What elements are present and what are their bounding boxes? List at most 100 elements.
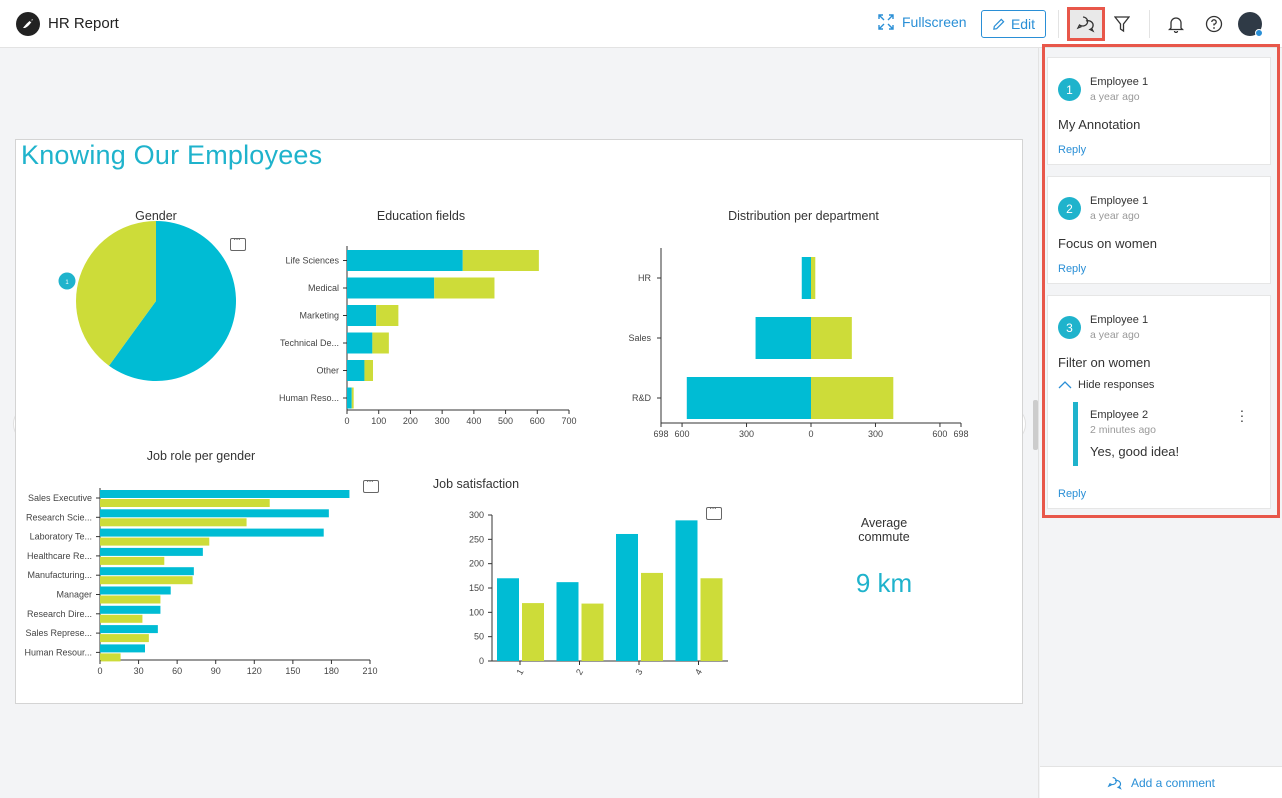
comment-icon[interactable] bbox=[230, 234, 246, 251]
category-label: Life Sciences bbox=[285, 256, 339, 266]
bar-segment bbox=[100, 490, 350, 498]
bar-segment bbox=[347, 360, 365, 381]
bar-segment bbox=[434, 277, 495, 299]
notifications-button[interactable] bbox=[1166, 14, 1186, 34]
bar bbox=[581, 603, 604, 661]
bar-segment bbox=[100, 547, 203, 556]
category-label: R&D bbox=[632, 393, 652, 403]
bar-segment bbox=[100, 586, 171, 595]
reply-link[interactable]: Reply bbox=[1058, 488, 1087, 500]
category-label: 4 bbox=[693, 667, 704, 676]
bar-segment bbox=[100, 528, 324, 537]
bar-segment bbox=[347, 305, 377, 326]
tick-label: 698 bbox=[953, 429, 968, 439]
annotation-badge[interactable] bbox=[58, 272, 76, 290]
comment-time: a year ago bbox=[1090, 329, 1140, 341]
category-label: HR bbox=[638, 273, 651, 283]
education-bar-chart: Life Sciences Medical Marketing Technical D… bbox=[279, 246, 577, 426]
department-bar-chart: HR Sales R&D 698 600 300 0 300 600 698 bbox=[628, 248, 969, 439]
category-label: Technical De... bbox=[280, 338, 339, 348]
tick-label: 600 bbox=[932, 429, 947, 439]
comment-text: Focus on women bbox=[1058, 236, 1157, 251]
fullscreen-button[interactable]: Fullscreen bbox=[878, 14, 967, 30]
tick-label: 300 bbox=[435, 416, 450, 426]
reply-link[interactable]: Reply bbox=[1058, 263, 1087, 275]
page-title: Knowing Our Employees bbox=[21, 140, 323, 170]
hide-responses-toggle[interactable]: Hide responses bbox=[1058, 379, 1154, 391]
comment-text: Filter on women bbox=[1058, 355, 1151, 370]
app-logo[interactable] bbox=[16, 12, 40, 36]
bar-segment bbox=[376, 305, 399, 326]
bar-segment bbox=[364, 360, 374, 381]
tick-label: 700 bbox=[561, 416, 576, 426]
chevron-up-icon bbox=[1058, 381, 1072, 389]
bar-segment bbox=[100, 625, 158, 634]
category-label: Sales bbox=[628, 333, 651, 343]
add-comment-button[interactable]: Add a comment bbox=[1040, 766, 1282, 798]
tick-label: 150 bbox=[285, 666, 300, 676]
bar-segment bbox=[100, 499, 270, 507]
bar-segment bbox=[100, 614, 143, 623]
more-options-icon[interactable]: · · · bbox=[1239, 402, 1245, 428]
help-button[interactable] bbox=[1204, 14, 1224, 34]
category-label: 3 bbox=[633, 667, 644, 676]
bar-segment bbox=[347, 250, 463, 271]
annotation-badge-number: 1 bbox=[65, 280, 69, 286]
panel-resize-handle[interactable] bbox=[1033, 400, 1038, 450]
tick-label: 0 bbox=[808, 429, 813, 439]
department-chart-title: Distribution per department bbox=[728, 209, 879, 223]
comments-toggle-button[interactable] bbox=[1067, 7, 1105, 41]
bar bbox=[616, 533, 638, 661]
tick-label: 180 bbox=[324, 666, 339, 676]
category-label: Laboratory Te... bbox=[30, 532, 92, 542]
bar-segment bbox=[351, 387, 354, 409]
comment-author: Employee 1 bbox=[1090, 76, 1149, 88]
jobrole-chart-title: Job role per gender bbox=[146, 449, 256, 463]
hide-responses-label: Hide responses bbox=[1078, 379, 1155, 391]
comment-author: Employee 1 bbox=[1090, 195, 1149, 207]
reply-link[interactable]: Reply bbox=[1058, 144, 1087, 156]
comment-icon[interactable] bbox=[363, 476, 379, 493]
satisfaction-chart-title: Job satisfaction bbox=[432, 477, 520, 491]
bar-segment bbox=[811, 317, 852, 359]
comment-author: Employee 1 bbox=[1090, 314, 1149, 326]
status-dot bbox=[1255, 29, 1263, 37]
bar bbox=[556, 582, 579, 661]
bar-segment bbox=[100, 537, 210, 546]
tick-label: 300 bbox=[469, 510, 484, 520]
tick-label: 698 bbox=[653, 429, 668, 439]
fullscreen-label: Fullscreen bbox=[902, 14, 967, 30]
comment-text: My Annotation bbox=[1058, 117, 1141, 132]
category-label: Manufacturing... bbox=[27, 570, 92, 580]
tick-label: 0 bbox=[344, 416, 349, 426]
tick-label: 250 bbox=[469, 534, 484, 544]
user-avatar[interactable] bbox=[1238, 12, 1263, 37]
comment-card[interactable]: 3 Employee 1 a year ago Filter on women … bbox=[1047, 295, 1271, 509]
tick-label: 300 bbox=[868, 429, 883, 439]
tick-label: 500 bbox=[498, 416, 513, 426]
comment-icon[interactable] bbox=[706, 503, 722, 520]
filter-button[interactable] bbox=[1112, 14, 1132, 34]
tick-label: 400 bbox=[466, 416, 481, 426]
bell-icon bbox=[1168, 17, 1184, 33]
response-time: 2 minutes ago bbox=[1090, 424, 1156, 436]
tick-label: 200 bbox=[403, 416, 418, 426]
bar-segment bbox=[462, 250, 539, 271]
edit-button[interactable]: Edit bbox=[981, 10, 1046, 38]
gender-pie-chart: 1 bbox=[58, 221, 236, 381]
comment-response: Employee 2 2 minutes ago Yes, good idea!… bbox=[1073, 402, 1263, 466]
tick-label: 0 bbox=[97, 666, 102, 676]
comment-card[interactable]: 2 Employee 1 a year ago Focus on women R… bbox=[1047, 176, 1271, 284]
bar bbox=[675, 520, 698, 661]
toolbar-divider bbox=[1058, 10, 1059, 38]
comments-icon bbox=[1107, 776, 1122, 790]
category-label: 2 bbox=[574, 667, 585, 676]
bar-segment bbox=[100, 509, 329, 518]
tick-label: 300 bbox=[739, 429, 754, 439]
comment-number-badge: 2 bbox=[1058, 197, 1081, 220]
category-label: Medical bbox=[308, 283, 339, 293]
category-label: Research Dire... bbox=[27, 609, 92, 619]
tick-label: 120 bbox=[247, 666, 262, 676]
comment-card[interactable]: 1 Employee 1 a year ago My Annotation Re… bbox=[1047, 57, 1271, 165]
comment-time: a year ago bbox=[1090, 210, 1140, 222]
